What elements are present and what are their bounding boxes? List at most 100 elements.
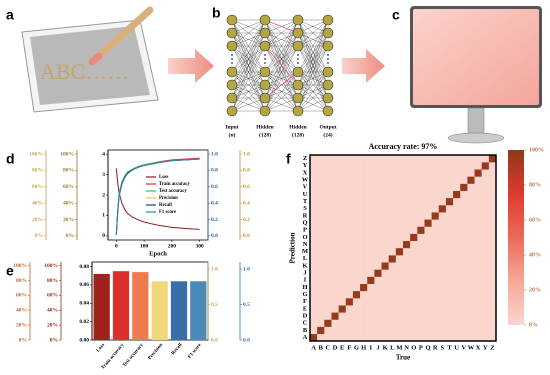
y-tick-label: N [303,241,308,248]
heatmap-cell [424,197,432,206]
heatmap-cell [395,169,404,177]
x-tick-label: 100 [140,243,149,249]
colorbar-label: 0% [529,322,538,328]
heatmap-cell [367,326,375,335]
y-tick-label: 80% [63,168,74,174]
heatmap-cell [431,326,439,335]
heatmap-cell [467,162,475,170]
heatmap-cell [310,298,318,306]
heatmap-cell [317,262,325,270]
heatmap-cell [317,312,325,320]
heatmap-cell [331,305,339,313]
heatmap-cell [395,319,404,327]
heatmap-cell [438,162,447,170]
heatmap-cell [460,219,468,227]
y-tick-label: 0.0 [211,233,218,239]
connection [264,32,299,112]
y-tick-label: 20% [47,322,58,328]
heatmap-cell [438,190,447,199]
heatmap-cell [352,276,361,284]
heatmap-cell [481,269,490,277]
heatmap-cell [474,333,482,342]
heatmap-cell [417,240,425,249]
heatmap-cell [410,205,418,213]
heatmap-cell [310,197,318,206]
heatmap-cell [453,248,461,256]
heatmap-cell [424,262,432,270]
heatmap-cell [424,205,432,213]
heatmap-cell [467,298,475,306]
heatmap-cell [324,255,332,263]
heatmap-cell [395,290,404,299]
line-series [115,158,200,235]
heatmap-cell [367,312,375,320]
y-tick-label: 2 [102,192,105,198]
heatmap-cell [324,212,332,220]
heatmap-cell [338,162,346,170]
heatmap-cell [453,162,461,170]
heatmap-cell [381,212,389,220]
heatmap-cell [331,248,339,256]
heatmap-cell [481,326,490,335]
heatmap-cell [481,276,490,284]
heatmap-cell [438,298,447,306]
heatmap-cell [331,312,339,320]
panel-label: d [6,151,15,167]
heatmap-cell [360,176,368,184]
heatmap-cell [410,155,418,163]
y-tick-label: 80% [32,168,43,174]
heatmap-cell [317,197,325,206]
heatmap-cell [345,326,354,335]
heatmap-cell [488,219,497,227]
heatmap-cell [445,155,454,163]
heatmap-cell [417,190,425,199]
heatmap-cell [453,262,461,270]
heatmap-cell [345,162,354,170]
heatmap-cell [338,212,346,220]
heatmap-cell [381,305,389,313]
heatmap-cell [438,283,447,292]
heatmap-cell [460,333,468,342]
heatmap-cell [488,248,497,256]
heatmap-cell [431,226,439,234]
heatmap-cell [374,305,382,313]
heatmap-cell [424,219,432,227]
heatmap-cell [424,312,432,320]
heatmap-cell [338,333,346,342]
heatmap-cell [345,248,354,256]
heatmap-cell [410,326,418,335]
connection [297,19,329,86]
connection [231,19,266,73]
heatmap-cell [403,219,411,227]
neuron [322,92,334,104]
heatmap-cell [360,333,368,342]
connection [231,19,266,112]
heatmap-cell [467,262,475,270]
heatmap-cell [395,219,404,227]
connection [264,19,299,99]
heatmap-cell [331,155,339,163]
colorbar-label: 40% [529,252,541,258]
heatmap-cell [395,197,404,206]
heatmap-cell [481,169,490,177]
heatmap-cell [481,205,490,213]
heatmap-cell [474,326,482,335]
bar [151,281,168,340]
heatmap-cell [417,197,425,206]
heatmap-cell [352,283,361,292]
line-series [115,157,200,235]
heatmap-cell [331,190,339,199]
heatmap-cell [345,155,354,163]
heatmap-cell [417,319,425,327]
heatmap-cell [460,298,468,306]
heatmap-cell [331,290,339,299]
heatmap-cell [381,248,389,256]
x-tick-label: 0 [115,243,118,249]
heatmap-cell [438,326,447,335]
neuron [292,27,304,39]
heatmap-cell [488,233,497,242]
heatmap-cell [360,298,368,306]
colorbar-label: 60% [529,217,541,223]
connection [264,19,299,34]
heatmap-cell [474,255,482,263]
